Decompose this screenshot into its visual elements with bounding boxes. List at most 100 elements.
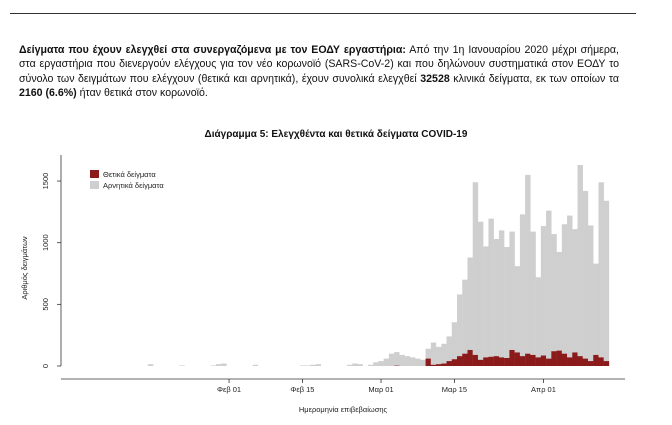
x-tick-label: Απρ 01 — [531, 385, 556, 394]
bar-positive — [467, 349, 473, 366]
bar-negative — [221, 363, 227, 366]
top-rule — [10, 13, 636, 14]
bar-positive — [572, 352, 578, 366]
legend-label-positive: Θετικά δείγματα — [103, 170, 156, 179]
bar-negative — [441, 343, 447, 364]
y-tick-label: 0 — [41, 364, 50, 368]
bar-negative — [493, 239, 500, 357]
bar-negative — [430, 342, 437, 365]
bar-positive — [430, 364, 437, 366]
x-tick-label: Μαρ 01 — [368, 385, 393, 394]
paragraph-text-2: κλινικά δείγματα, εκ των οποίων τα — [449, 72, 619, 85]
bar-negative — [310, 364, 316, 366]
bar-negative — [394, 352, 400, 366]
bar-negative — [603, 200, 610, 362]
legend-swatch-negative — [90, 181, 99, 189]
x-ticks-group: Φεβ 01 Φεβ 15 Μαρ 01 Μαρ 15 Απρ 01 — [217, 379, 556, 394]
bar-negative — [373, 362, 379, 366]
bar-positive — [477, 359, 484, 366]
bar-negative — [467, 257, 473, 350]
bar-positive — [446, 361, 452, 366]
bar-negative — [477, 221, 484, 360]
legend-label-negative: Αρνητικά δείγματα — [103, 181, 164, 190]
bar-negative — [367, 364, 374, 366]
bar-negative — [299, 365, 306, 366]
bar-negative — [472, 182, 479, 355]
bar-negative — [315, 364, 321, 366]
bar-positive — [582, 358, 589, 366]
bar-positive — [483, 357, 489, 366]
bar-positive — [556, 350, 562, 366]
bar-negative — [404, 356, 411, 366]
x-tick-label: Μαρ 15 — [442, 385, 467, 394]
bar-negative — [598, 182, 604, 358]
bars-group — [147, 165, 610, 366]
x-tick-label: Φεβ 01 — [217, 385, 241, 394]
bar-negative — [305, 365, 311, 366]
bar-negative — [179, 365, 185, 366]
bar-positive — [577, 356, 583, 366]
bar-negative — [425, 348, 431, 359]
bar-negative — [530, 231, 536, 355]
bar-negative — [357, 364, 363, 366]
bar-negative — [588, 225, 594, 362]
bar-positive — [598, 357, 604, 366]
bar-positive — [504, 357, 510, 366]
bar-negative — [582, 190, 589, 359]
bar-negative — [399, 354, 405, 366]
bar-negative — [409, 357, 416, 366]
bar-positive — [451, 359, 458, 366]
x-tick-label: Φεβ 15 — [290, 385, 314, 394]
bar-positive — [519, 356, 526, 366]
y-ticks-group: 0 500 1000 1500 — [41, 173, 61, 368]
paragraph-positive: 2160 (6.6%) — [19, 87, 77, 100]
bar-negative — [378, 361, 384, 366]
bar-positive — [551, 351, 557, 366]
bar-negative — [436, 346, 442, 365]
bar-negative — [147, 364, 154, 366]
bar-negative — [556, 251, 562, 351]
bar-positive — [540, 355, 547, 366]
bar-positive — [509, 349, 515, 366]
bar-positive — [441, 363, 447, 366]
bar-positive — [561, 353, 568, 366]
bar-negative — [451, 322, 458, 360]
bar-negative — [483, 246, 489, 358]
bar-positive — [462, 353, 468, 366]
bar-positive — [546, 358, 552, 366]
bar-negative — [546, 210, 552, 359]
bar-positive — [593, 354, 599, 366]
bar-negative — [420, 359, 426, 366]
summary-paragraph: Δείγματα που έχουν ελεγχθεί στα συνεργαζ… — [19, 43, 619, 101]
bar-negative — [210, 365, 217, 366]
bar-positive — [493, 356, 500, 366]
bar-positive — [525, 353, 531, 366]
bar-negative — [488, 218, 494, 357]
bar-negative — [446, 336, 452, 362]
bar-positive — [488, 356, 494, 366]
bar-negative — [551, 234, 557, 352]
y-tick-label: 1000 — [41, 234, 50, 251]
bar-positive — [457, 356, 463, 366]
bar-positive — [535, 357, 542, 366]
bar-negative — [540, 226, 547, 356]
bar-negative — [577, 165, 583, 357]
bar-negative — [567, 215, 573, 358]
bar-negative — [514, 266, 521, 353]
chart-title: Διάγραμμα 5: Ελεγχθέντα και θετικά δείγμ… — [204, 129, 468, 140]
bar-negative — [535, 277, 542, 358]
legend-swatch-positive — [90, 170, 99, 178]
bar-negative — [572, 229, 578, 353]
bar-negative — [388, 353, 395, 366]
legend: Θετικά δείγματα Αρνητικά δείγματα — [90, 170, 164, 190]
x-axis-label: Ημερομηνία επιβεβαίωσης — [299, 405, 388, 414]
bar-negative — [509, 231, 515, 350]
bar-positive — [472, 354, 479, 366]
bar-negative — [519, 214, 526, 357]
bar-negative — [525, 174, 531, 354]
bar-positive — [514, 352, 521, 366]
paragraph-text-1: Από την 1η Ιανουαρίου 2020 μέχρι σήμερα,… — [19, 44, 619, 85]
bar-negative — [252, 364, 259, 366]
bar-positive — [425, 358, 431, 366]
